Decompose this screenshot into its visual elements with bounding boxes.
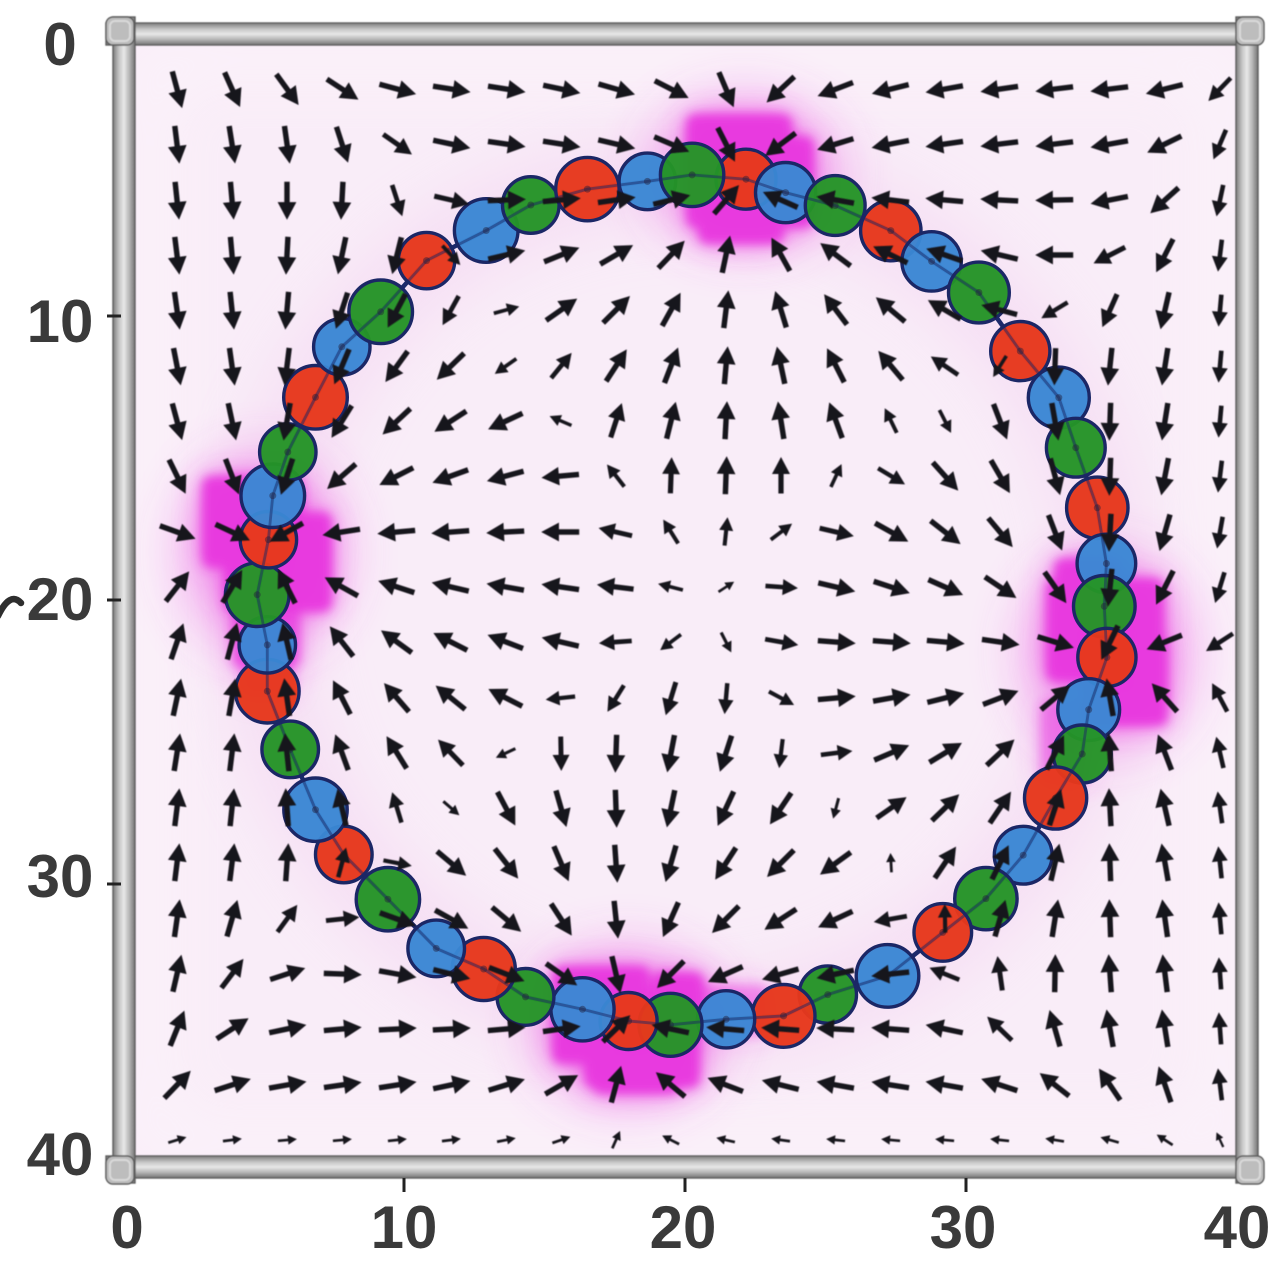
svg-text:30: 30 [930, 1194, 997, 1257]
svg-text:30: 30 [27, 843, 94, 910]
svg-text:10: 10 [371, 1194, 438, 1257]
svg-text:0: 0 [110, 1194, 143, 1257]
svg-text:0: 0 [43, 11, 76, 78]
svg-text:40: 40 [1204, 1194, 1271, 1257]
svg-text:40: 40 [27, 1121, 94, 1188]
svg-text:20: 20 [650, 1194, 717, 1257]
svg-text:20: 20 [27, 566, 94, 633]
svg-text:10: 10 [27, 288, 94, 355]
